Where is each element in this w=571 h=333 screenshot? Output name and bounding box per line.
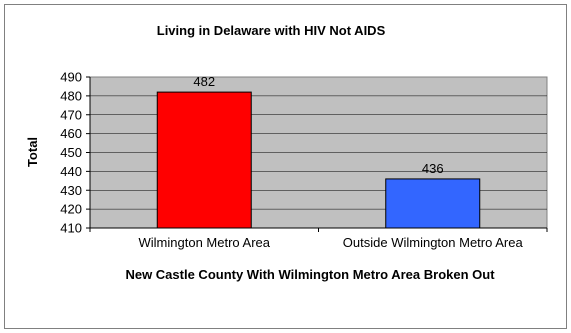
x-tick-label: Outside Wilmington Metro Area [343, 235, 524, 250]
y-tick-label: 470 [60, 107, 82, 122]
y-tick-label: 450 [60, 145, 82, 160]
y-axis-title: Total [25, 137, 40, 167]
y-tick-label: 460 [60, 126, 82, 141]
data-labels: 482 436 [193, 74, 443, 176]
y-tick-label: 490 [60, 70, 82, 85]
y-tick-label: 410 [60, 221, 82, 236]
y-tick-label: 440 [60, 164, 82, 179]
x-tick-label: Wilmington Metro Area [139, 235, 271, 250]
y-axis: 410 420 430 440 450 460 470 480 490 [60, 70, 91, 236]
bar-2 [385, 178, 481, 229]
data-label: 482 [193, 74, 215, 89]
bars [156, 91, 481, 229]
chart-title: Living in Delaware with HIV Not AIDS [157, 23, 386, 38]
bar-1 [156, 91, 252, 229]
x-axis: Wilmington Metro Area Outside Wilmington … [89, 227, 548, 250]
x-axis-title: New Castle County With Wilmington Metro … [125, 267, 495, 282]
y-tick-label: 420 [60, 202, 82, 217]
y-tick-label: 430 [60, 183, 82, 198]
y-tick-label: 480 [60, 88, 82, 103]
data-label: 436 [422, 161, 444, 176]
